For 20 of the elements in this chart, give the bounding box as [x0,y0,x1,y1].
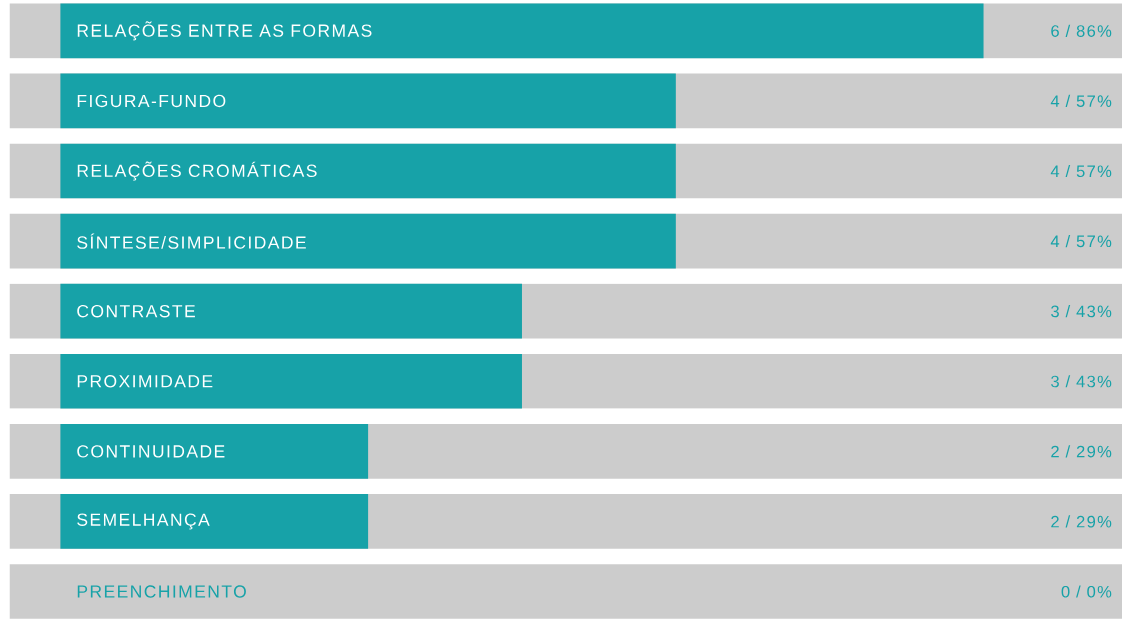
data-label: 4 / 57% [1050,94,1112,107]
y-tick-label: RELAÇÕES CROMÁTICAS [77,161,317,181]
y-tick-label: CONTINUIDADE [77,444,225,458]
data-label: 2 / 29% [1051,445,1112,458]
y-tick-label: FIGURA-FUNDO [77,94,226,107]
y-tick-label: SEMELHANÇA [77,513,210,530]
y-tick-label: PROXIMIDADE [77,374,213,388]
data-label: 3 / 43% [1051,375,1112,388]
data-label: 4 / 57% [1050,234,1112,247]
bar [60,493,369,549]
data-label: 2 / 29% [1051,515,1112,528]
data-label: 3 / 43% [1051,304,1112,318]
y-tick-label: PREENCHIMENTO [77,585,246,598]
bar [60,423,369,479]
data-label: 0 / 0% [1061,585,1112,598]
y-tick-label: RELAÇÕES ENTRE AS FORMAS [77,21,372,41]
data-label: 4 / 57% [1050,164,1112,177]
y-tick-label: CONTRASTE [77,304,195,318]
y-tick-label: SÍNTESE/SIMPLICIDADE [77,233,306,249]
data-label: 6 / 86% [1051,24,1112,37]
